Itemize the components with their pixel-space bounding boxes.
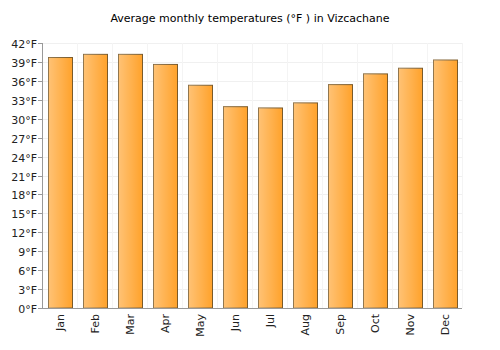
y-tick <box>38 119 42 120</box>
y-tick-label: 36°F <box>11 76 37 89</box>
y-tick <box>38 194 42 195</box>
bar-group <box>84 54 108 308</box>
y-tick-label: 9°F <box>18 246 37 259</box>
bar-highlight <box>189 85 213 308</box>
bar-highlight <box>119 54 143 308</box>
grid-line-vertical <box>147 43 148 308</box>
bar-highlight <box>364 74 388 308</box>
grid-line-vertical <box>182 43 183 308</box>
bar-group <box>189 85 213 308</box>
y-tick <box>38 308 42 309</box>
grid-line-vertical <box>42 43 43 308</box>
bar <box>259 108 283 308</box>
y-axis <box>42 43 43 308</box>
bar-group <box>294 103 318 308</box>
bar <box>84 54 108 308</box>
bar-highlight <box>224 107 248 308</box>
grid-line-vertical <box>112 43 113 308</box>
y-tick <box>38 43 42 44</box>
grid-line-vertical <box>462 43 463 308</box>
y-tick-label: 42°F <box>11 38 37 51</box>
y-tick-label: 39°F <box>11 57 37 70</box>
y-tick-label: 33°F <box>11 95 37 108</box>
y-tick-label: 30°F <box>11 114 37 127</box>
y-tick <box>38 157 42 158</box>
bar-group <box>154 64 178 308</box>
grid-line-vertical <box>427 43 428 308</box>
grid-line-vertical <box>392 43 393 308</box>
bar <box>119 54 143 308</box>
x-tick-label: Jun <box>229 314 242 332</box>
bar-highlight <box>329 85 353 308</box>
bar-group <box>434 60 458 308</box>
x-tick-label: May <box>194 314 207 337</box>
bar-highlight <box>399 68 423 308</box>
bar <box>399 68 423 308</box>
grid-line-vertical <box>322 43 323 308</box>
bar <box>329 85 353 308</box>
bar <box>434 60 458 308</box>
x-tick-label: Feb <box>89 314 102 333</box>
y-tick-label: 6°F <box>18 265 37 278</box>
y-tick <box>38 62 42 63</box>
y-tick-label: 27°F <box>11 133 37 146</box>
y-tick <box>38 81 42 82</box>
x-tick-label: Jan <box>54 314 67 332</box>
bar <box>294 103 318 308</box>
y-tick <box>38 251 42 252</box>
bar-highlight <box>154 64 178 308</box>
bar-highlight <box>49 58 73 308</box>
grid-line-vertical <box>217 43 218 308</box>
y-tick-label: 12°F <box>11 227 37 240</box>
y-tick <box>38 176 42 177</box>
y-tick <box>38 100 42 101</box>
y-tick-label: 3°F <box>18 284 37 297</box>
bar-group <box>49 58 73 308</box>
x-tick-label: Nov <box>404 314 417 336</box>
x-tick-label: Apr <box>159 314 172 334</box>
grid-line-vertical <box>287 43 288 308</box>
chart-svg: Average monthly temperatures (°F ) in Vi… <box>0 0 500 350</box>
y-tick <box>38 232 42 233</box>
grid-line-vertical <box>77 43 78 308</box>
bars <box>49 54 458 308</box>
bar-group <box>364 74 388 308</box>
bar <box>49 58 73 308</box>
chart-title: Average monthly temperatures (°F ) in Vi… <box>110 12 389 25</box>
x-tick-label: Jul <box>264 314 277 328</box>
grid <box>42 43 463 309</box>
bar <box>189 85 213 308</box>
x-tick-label: Dec <box>439 314 452 335</box>
bar-highlight <box>84 54 108 308</box>
grid-line-vertical <box>357 43 358 308</box>
bar-group <box>119 54 143 308</box>
x-tick-label: Aug <box>299 314 312 335</box>
x-axis <box>42 308 462 309</box>
x-tick-label: Sep <box>334 314 347 335</box>
grid-line-vertical <box>252 43 253 308</box>
bar-group <box>224 107 248 308</box>
bar-group <box>329 85 353 308</box>
y-tick-label: 24°F <box>11 152 37 165</box>
y-tick-label: 0°F <box>18 303 37 316</box>
y-tick-label: 18°F <box>11 189 37 202</box>
y-tick-label: 15°F <box>11 208 37 221</box>
bar <box>154 64 178 308</box>
y-tick <box>38 213 42 214</box>
y-tick <box>38 138 42 139</box>
grid-line <box>42 308 462 309</box>
x-tick-label: Oct <box>369 313 382 333</box>
chart-container: Average monthly temperatures (°F ) in Vi… <box>0 0 500 350</box>
bar-group <box>259 108 283 308</box>
y-tick <box>38 270 42 271</box>
y-tick-label: 21°F <box>11 171 37 184</box>
x-tick-label: Mar <box>124 314 137 335</box>
bar <box>364 74 388 308</box>
bar <box>224 107 248 308</box>
y-tick <box>38 289 42 290</box>
bar-highlight <box>434 60 458 308</box>
bar-group <box>399 68 423 308</box>
bar-highlight <box>294 103 318 308</box>
bar-highlight <box>259 108 283 308</box>
